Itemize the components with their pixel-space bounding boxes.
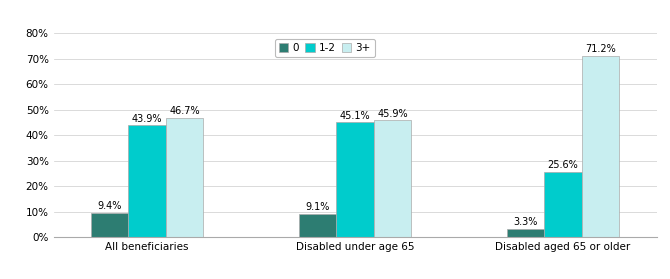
Legend: 0, 1-2, 3+: 0, 1-2, 3+ — [275, 39, 375, 57]
Text: 3.3%: 3.3% — [513, 217, 538, 227]
Text: 45.9%: 45.9% — [377, 109, 408, 119]
Text: 46.7%: 46.7% — [170, 107, 200, 116]
Bar — [544, 172, 582, 237]
Text: 71.2%: 71.2% — [585, 44, 616, 54]
Bar — [582, 56, 619, 237]
Bar — [91, 213, 129, 237]
Bar — [374, 120, 411, 237]
Bar — [299, 214, 336, 237]
Bar — [336, 122, 374, 237]
Text: 45.1%: 45.1% — [340, 110, 371, 121]
Text: 9.4%: 9.4% — [98, 201, 122, 211]
Bar — [129, 125, 166, 237]
Text: 25.6%: 25.6% — [547, 160, 578, 170]
Text: 43.9%: 43.9% — [132, 114, 162, 124]
Text: 9.1%: 9.1% — [306, 202, 330, 212]
Bar — [507, 229, 544, 237]
Bar — [166, 118, 203, 237]
